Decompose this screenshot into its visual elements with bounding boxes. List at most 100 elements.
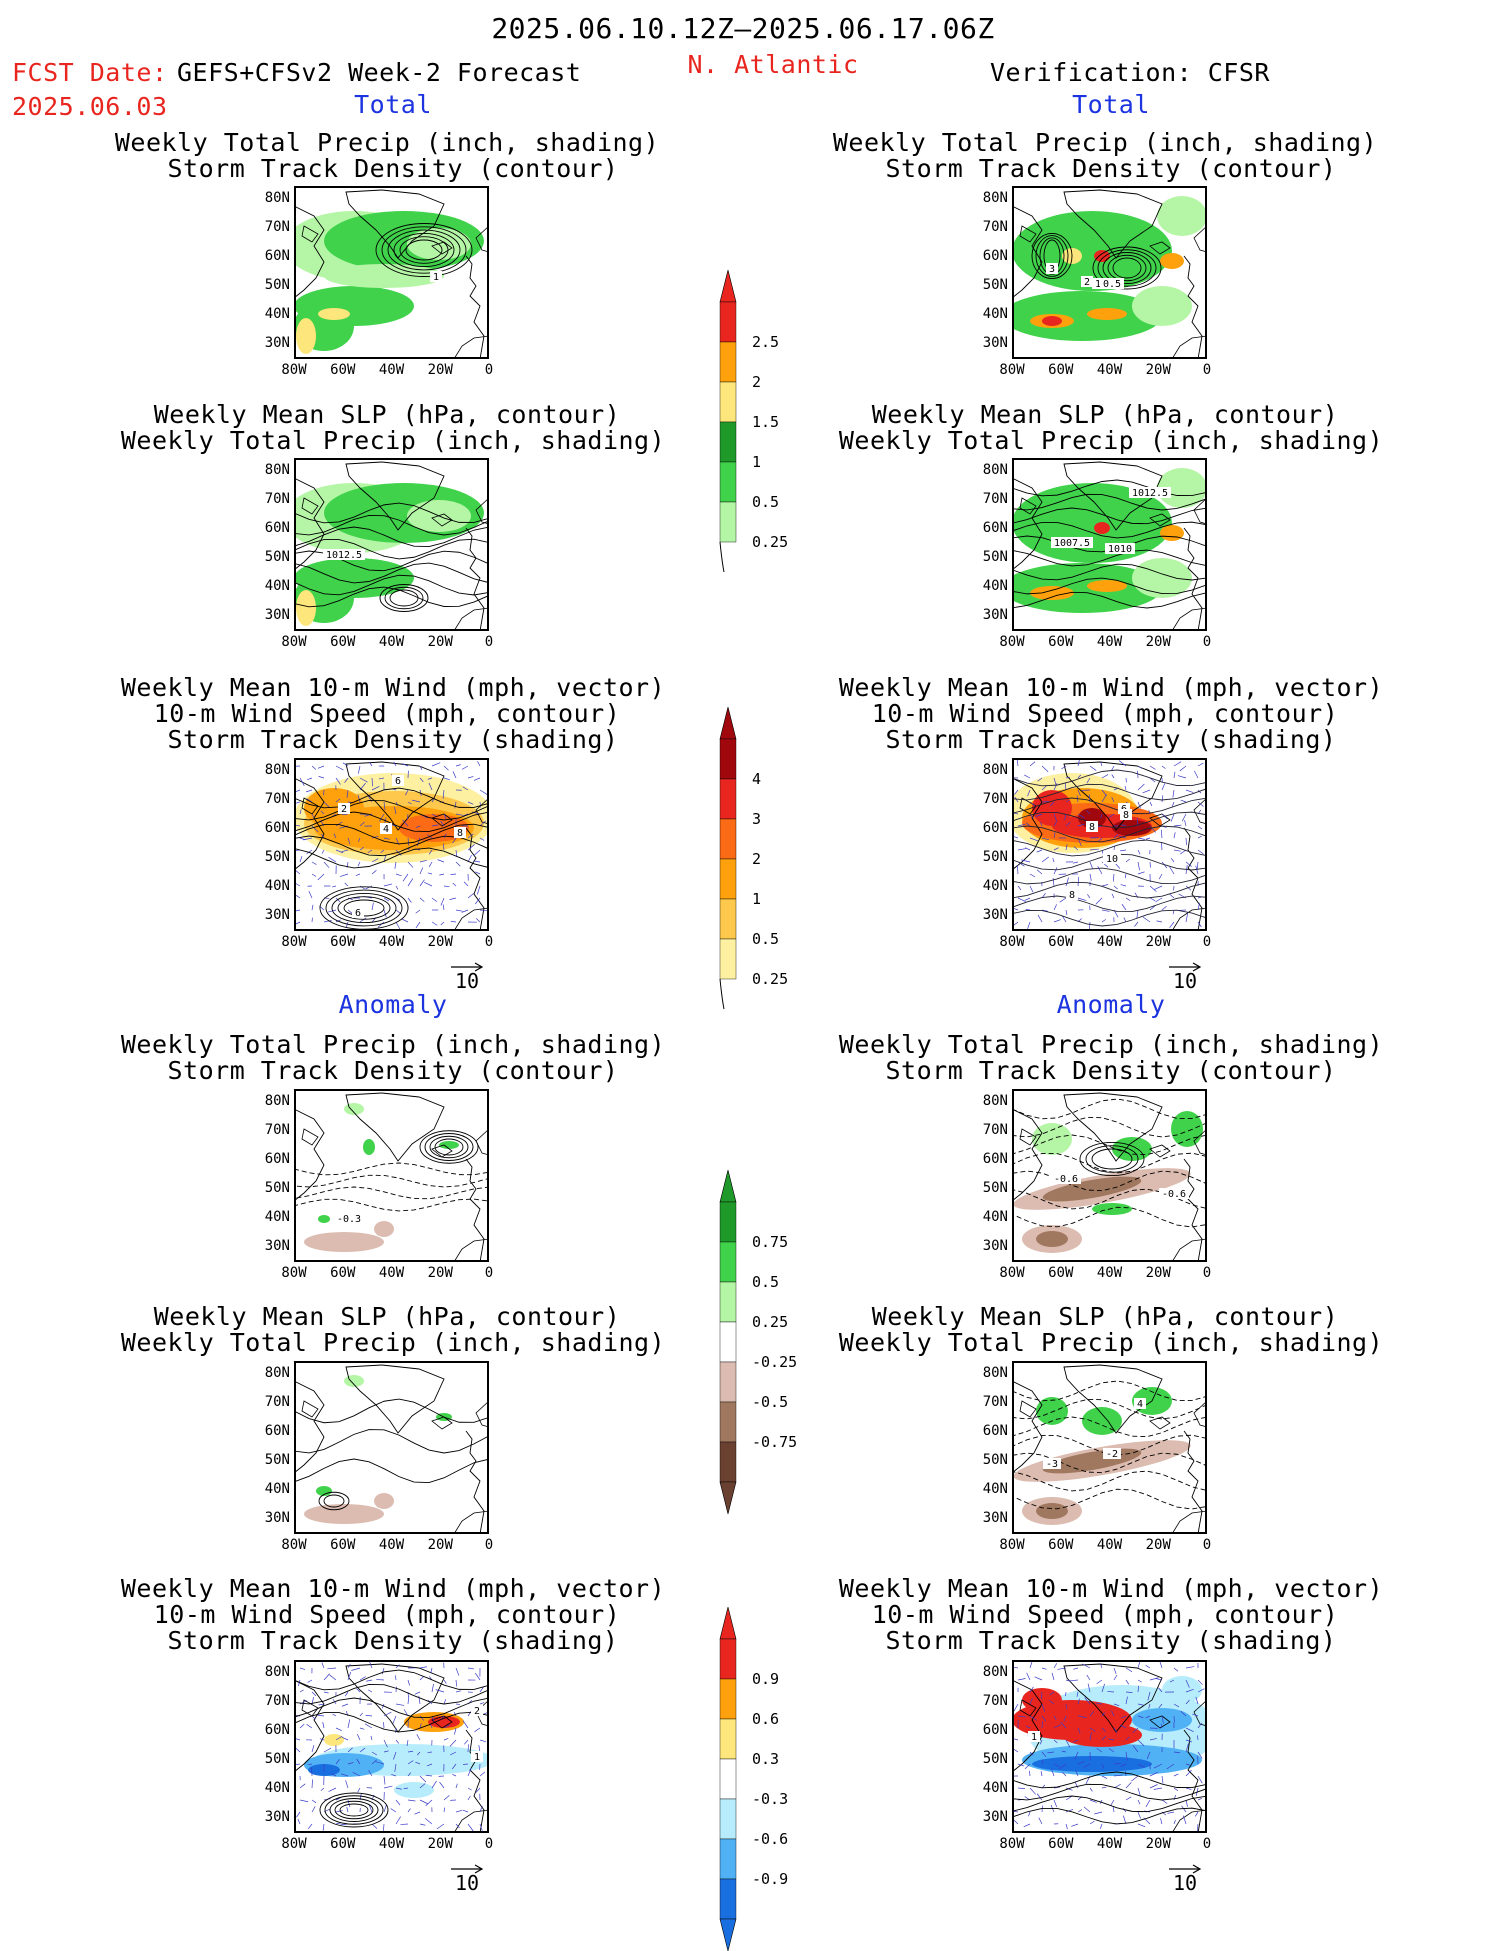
map-graphic: 688108	[1012, 758, 1207, 931]
fc-total-precip-title-1: Weekly Total Precip (inch, shading)	[115, 128, 659, 157]
colorbar-label: -0.6	[752, 1830, 788, 1848]
lat-tick-label: 50N	[968, 1452, 1008, 1468]
lat-tick-label: 30N	[250, 1809, 290, 1825]
lon-tick-label: 20W	[1146, 934, 1171, 950]
lat-tick-label: 60N	[250, 1423, 290, 1439]
ob-anom-precip-title-1: Weekly Total Precip (inch, shading)	[839, 1030, 1383, 1059]
lon-tick-label: 40W	[379, 1537, 404, 1553]
lat-tick-label: 60N	[250, 520, 290, 536]
map-panel-ob-anom-precip: -0.6-0.6	[1012, 1089, 1207, 1262]
contour-label-4: 8	[457, 828, 463, 839]
lat-tick-label: 60N	[968, 1151, 1008, 1167]
lon-tick-label: 80W	[999, 634, 1024, 650]
lon-tick-label: 80W	[281, 362, 306, 378]
colorbar-label: -0.25	[752, 1353, 797, 1371]
contour-label-2: 2	[1084, 277, 1090, 288]
lon-tick-label: 20W	[428, 934, 453, 950]
lat-tick-label: 80N	[250, 462, 290, 478]
lon-tick-label: 80W	[281, 1265, 306, 1281]
lat-tick-label: 30N	[968, 1510, 1008, 1526]
vector-reference-label: 10	[455, 1871, 479, 1895]
lat-tick-label: 30N	[968, 907, 1008, 923]
ob-total-wind-title-3: Storm Track Density (shading)	[886, 725, 1337, 754]
contour-label-2: 1007.5	[1054, 538, 1090, 549]
lat-tick-label: 80N	[968, 762, 1008, 778]
colorbar-label: 1	[752, 453, 761, 471]
colorbar-label: 2	[752, 373, 761, 391]
map-graphic	[294, 1361, 489, 1534]
lat-tick-label: 60N	[968, 1423, 1008, 1439]
colorbar-label: -0.75	[752, 1433, 797, 1451]
ob-anom-slp-title-2: Weekly Total Precip (inch, shading)	[839, 1328, 1383, 1357]
contour-label-1: 1	[1031, 1732, 1037, 1743]
lon-tick-label: 60W	[1048, 934, 1073, 950]
colorbar-segment	[720, 462, 736, 502]
colorbar-segment	[720, 1839, 736, 1879]
lon-tick-label: 0	[1203, 1537, 1211, 1553]
lon-tick-label: 20W	[428, 634, 453, 650]
lat-tick-label: 30N	[250, 1238, 290, 1254]
contour-label-1: 3	[1049, 264, 1055, 275]
colorbar-label: -0.3	[752, 1790, 788, 1808]
lon-tick-label: 20W	[1146, 1836, 1171, 1852]
contour-label-5: 6	[355, 908, 361, 919]
lon-tick-label: 80W	[999, 1836, 1024, 1852]
lon-tick-label: 40W	[379, 1265, 404, 1281]
map-graphic: 1	[294, 186, 489, 359]
fc-total-slp-title-2: Weekly Total Precip (inch, shading)	[121, 426, 665, 455]
map-panel-fc-total-slp: 1012.5	[294, 458, 489, 631]
contour-label-1: 1	[433, 272, 439, 283]
fc-anom-slp-title-2: Weekly Total Precip (inch, shading)	[121, 1328, 665, 1357]
contour-label-1: -0.3	[337, 1214, 361, 1225]
lat-tick-label: 80N	[250, 1365, 290, 1381]
colorbar-segment	[720, 1879, 736, 1919]
colorbar-precip-total	[708, 270, 748, 574]
contour-label-1: 6	[395, 776, 401, 787]
lon-tick-label: 20W	[428, 1265, 453, 1281]
lon-tick-label: 40W	[1097, 1836, 1122, 1852]
lon-tick-label: 60W	[330, 634, 355, 650]
ob-total-wind-title-2: 10-m Wind Speed (mph, contour)	[872, 699, 1339, 728]
lon-tick-label: 80W	[999, 1265, 1024, 1281]
lon-tick-label: 0	[485, 362, 493, 378]
lat-tick-label: 50N	[968, 1180, 1008, 1196]
ob-anom-wind-title-2: 10-m Wind Speed (mph, contour)	[872, 1600, 1339, 1629]
lat-tick-label: 50N	[250, 549, 290, 565]
contour-label-3: -3	[1046, 1459, 1058, 1470]
colorbar-label: 2.5	[752, 333, 779, 351]
ob-total-slp-title-2: Weekly Total Precip (inch, shading)	[839, 426, 1383, 455]
ob-total-precip-title-2: Storm Track Density (contour)	[886, 154, 1337, 183]
colorbar-tail	[720, 979, 724, 1009]
lat-tick-label: 70N	[968, 1122, 1008, 1138]
map-graphic: -0.6-0.6	[1012, 1089, 1207, 1262]
fc-total-wind-title-2: 10-m Wind Speed (mph, contour)	[154, 699, 621, 728]
lon-tick-label: 80W	[999, 362, 1024, 378]
fcst-date-label: FCST Date:	[12, 58, 168, 87]
contour-label-1: 4	[1137, 1399, 1143, 1410]
colorbar-label: 1.5	[752, 413, 779, 431]
ob-anom-slp-title-1: Weekly Mean SLP (hPa, contour)	[872, 1302, 1339, 1331]
contour-label-3: 4	[383, 824, 389, 835]
lat-tick-label: 80N	[250, 1093, 290, 1109]
lon-tick-label: 20W	[428, 362, 453, 378]
lat-tick-label: 50N	[250, 849, 290, 865]
contour-label-1: 2	[474, 1706, 480, 1717]
lat-tick-label: 80N	[250, 190, 290, 206]
lat-tick-label: 40N	[250, 1481, 290, 1497]
contour-label-3: 8	[1123, 810, 1129, 821]
lat-tick-label: 30N	[250, 1510, 290, 1526]
lat-tick-label: 50N	[250, 277, 290, 293]
verif-anomaly-label: Anomaly	[1057, 990, 1166, 1019]
colorbar-label: 0.25	[752, 1313, 788, 1331]
colorbar-segment	[720, 1639, 736, 1679]
lat-tick-label: 60N	[250, 1151, 290, 1167]
colorbar-label: 0.75	[752, 1233, 788, 1251]
lon-tick-label: 40W	[1097, 362, 1122, 378]
map-graphic: 1	[1012, 1660, 1207, 1833]
colorbar-label: 0.5	[752, 930, 779, 948]
lon-tick-label: 40W	[1097, 1537, 1122, 1553]
map-panel-fc-anom-precip: -0.3	[294, 1089, 489, 1262]
colorbar-segment	[720, 342, 736, 382]
lon-tick-label: 20W	[1146, 362, 1171, 378]
